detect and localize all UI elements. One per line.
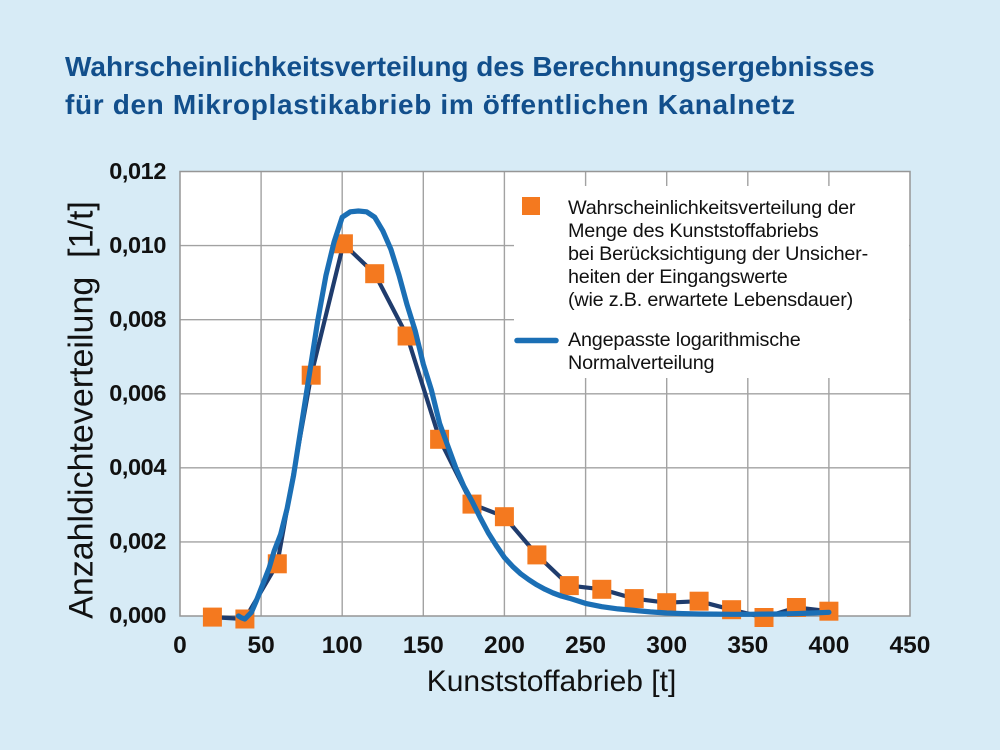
svg-text:150: 150: [403, 632, 444, 659]
svg-text:350: 350: [727, 632, 768, 659]
svg-text:0,012: 0,012: [109, 158, 166, 184]
svg-text:(wie z.B. erwartete Lebensdaue: (wie z.B. erwartete Lebensdauer): [568, 289, 853, 311]
svg-text:Anzahldichteverteilung [1/t]: Anzahldichteverteilung [1/t]: [63, 201, 101, 619]
svg-text:0: 0: [173, 632, 187, 659]
svg-text:200: 200: [484, 632, 525, 659]
svg-text:0,000: 0,000: [109, 602, 166, 628]
svg-text:0,010: 0,010: [109, 232, 166, 258]
svg-text:0,008: 0,008: [109, 306, 166, 332]
svg-text:0,006: 0,006: [109, 380, 166, 406]
svg-text:0,002: 0,002: [109, 528, 166, 554]
svg-text:bei Berücksichtigung der Unsic: bei Berücksichtigung der Unsicher-: [568, 243, 868, 265]
svg-text:0,004: 0,004: [109, 454, 166, 480]
svg-text:Wahrscheinlichkeitsverteilung: Wahrscheinlichkeitsverteilung der: [568, 197, 856, 219]
svg-text:400: 400: [808, 632, 849, 659]
svg-text:300: 300: [646, 632, 687, 659]
svg-text:heiten der Eingangswerte: heiten der Eingangswerte: [568, 266, 788, 288]
svg-text:100: 100: [322, 632, 363, 659]
svg-text:450: 450: [890, 632, 931, 659]
svg-text:Normalverteilung: Normalverteilung: [568, 352, 714, 374]
svg-text:50: 50: [247, 632, 274, 659]
svg-text:Kunststoffabrieb [t]: Kunststoffabrieb [t]: [427, 665, 677, 698]
svg-text:Angepasste logarithmische: Angepasste logarithmische: [568, 329, 801, 351]
svg-text:250: 250: [565, 632, 606, 659]
svg-text:Menge des Kunststoffabriebs: Menge des Kunststoffabriebs: [568, 220, 819, 242]
